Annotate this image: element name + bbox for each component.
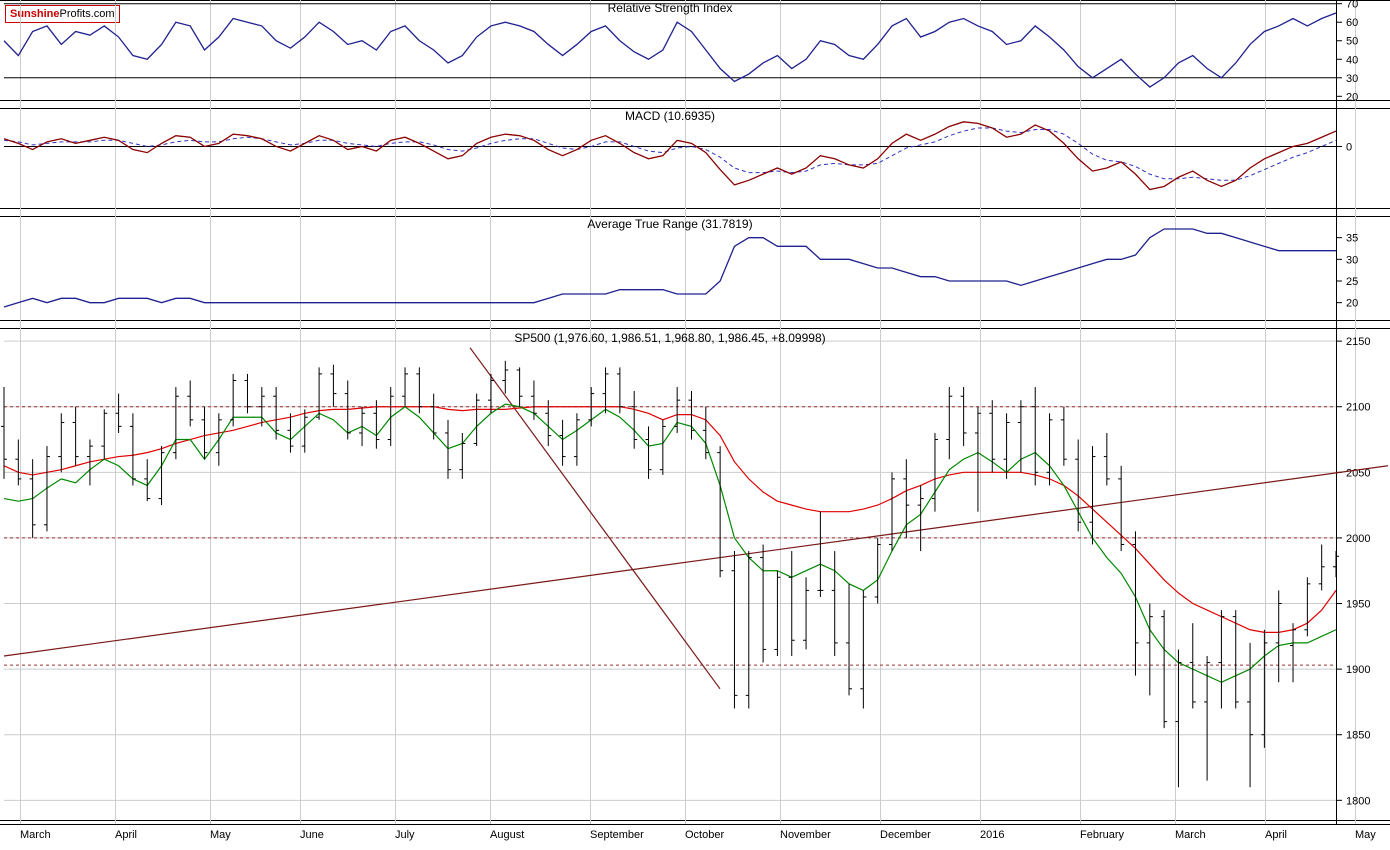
- svg-text:November: November: [780, 829, 831, 841]
- svg-text:70: 70: [1346, 0, 1358, 11]
- svg-text:July: July: [395, 829, 415, 841]
- svg-text:MACD (10.6935): MACD (10.6935): [625, 109, 715, 123]
- svg-text:25: 25: [1346, 276, 1358, 288]
- svg-text:30: 30: [1346, 73, 1358, 85]
- svg-text:1950: 1950: [1346, 599, 1370, 611]
- svg-text:SP500 (1,976.60, 1,986.51, 1,9: SP500 (1,976.60, 1,986.51, 1,968.80, 1,9…: [514, 331, 825, 345]
- svg-text:December: December: [880, 829, 931, 841]
- svg-text:2150: 2150: [1346, 336, 1370, 348]
- svg-text:February: February: [1080, 829, 1125, 841]
- svg-text:30: 30: [1346, 254, 1358, 266]
- svg-text:50: 50: [1346, 36, 1358, 48]
- svg-text:60: 60: [1346, 17, 1358, 29]
- svg-text:40: 40: [1346, 54, 1358, 66]
- svg-text:2000: 2000: [1346, 533, 1370, 545]
- chart-svg: March April May June July August September Octo…: [0, 0, 1390, 850]
- svg-text:Average True Range (31.7819): Average True Range (31.7819): [587, 217, 752, 231]
- svg-text:1900: 1900: [1346, 664, 1370, 676]
- svg-text:Relative Strength Index: Relative Strength Index: [608, 1, 733, 15]
- svg-text:September: September: [590, 829, 644, 841]
- svg-text:April: April: [115, 829, 137, 841]
- svg-text:2016: 2016: [980, 829, 1004, 841]
- svg-text:0: 0: [1346, 141, 1352, 153]
- svg-text:March: March: [20, 829, 51, 841]
- svg-text:March: March: [1175, 829, 1206, 841]
- svg-text:May: May: [210, 829, 231, 841]
- svg-text:1850: 1850: [1346, 730, 1370, 742]
- svg-text:August: August: [490, 829, 524, 841]
- svg-text:20: 20: [1346, 298, 1358, 310]
- svg-text:April: April: [1265, 829, 1287, 841]
- svg-text:May: May: [1355, 829, 1376, 841]
- svg-text:20: 20: [1346, 91, 1358, 103]
- svg-text:October: October: [685, 829, 724, 841]
- svg-text:2100: 2100: [1346, 402, 1370, 414]
- svg-text:35: 35: [1346, 233, 1358, 245]
- svg-text:1800: 1800: [1346, 795, 1370, 807]
- chart-stage: { "watermark":{"sunshine":"Sunshine","pr…: [0, 0, 1390, 850]
- svg-text:June: June: [300, 829, 324, 841]
